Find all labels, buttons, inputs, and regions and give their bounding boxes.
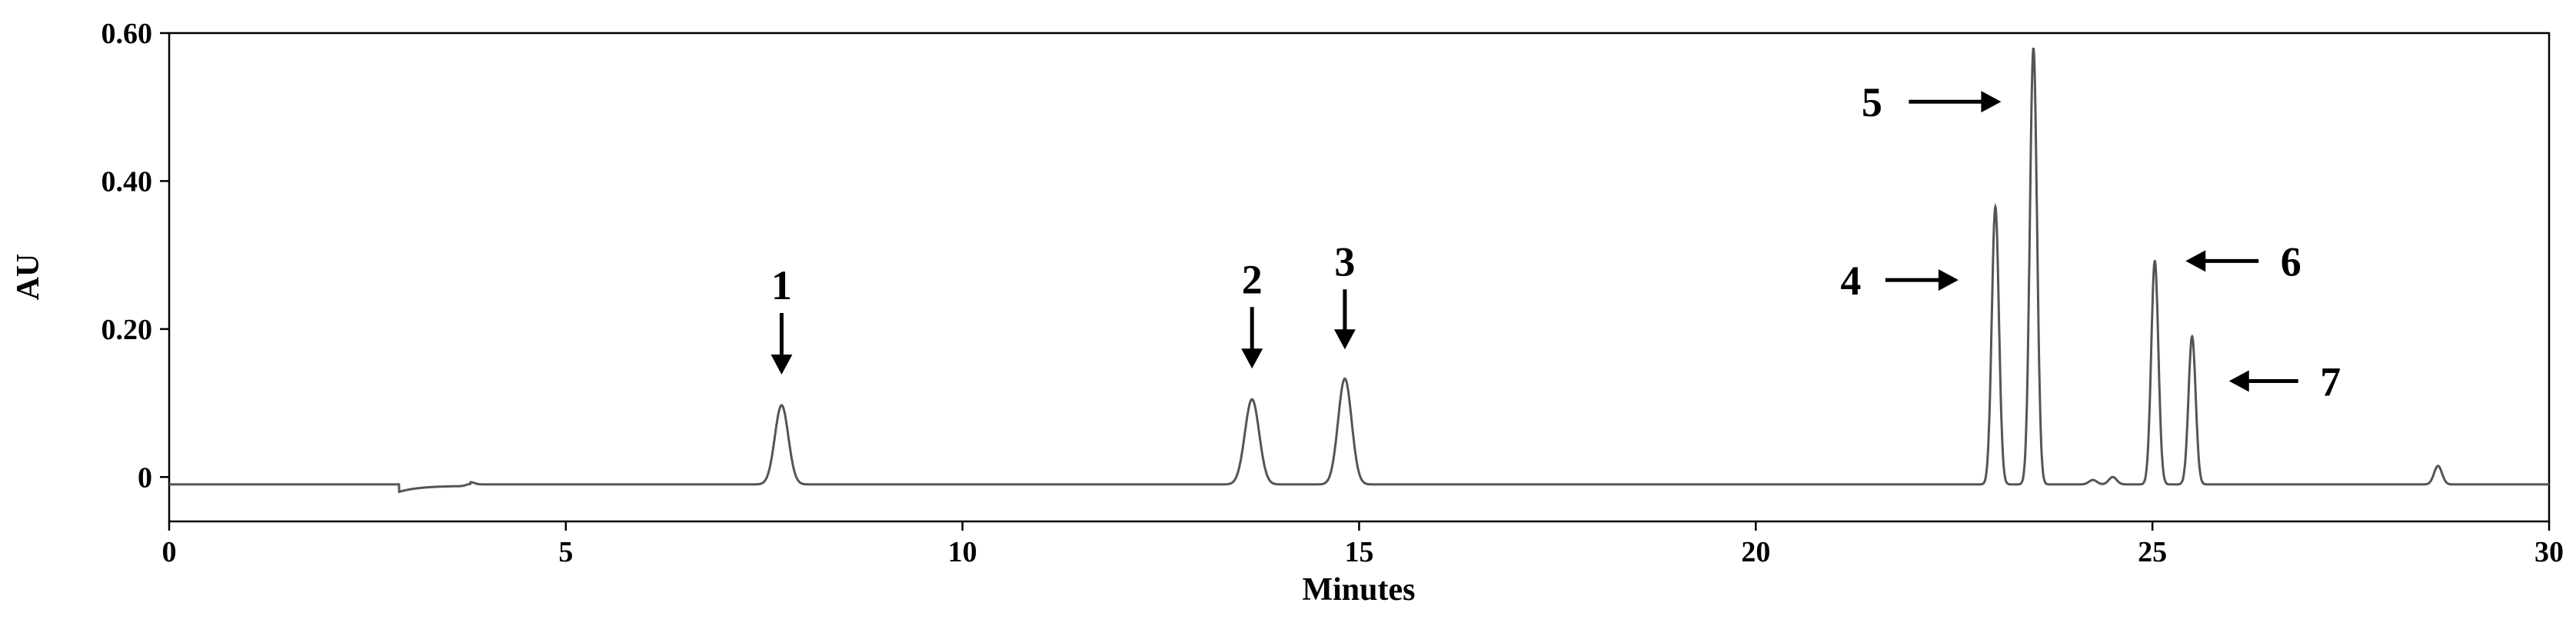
peak-number-label: 7	[2320, 358, 2341, 405]
x-tick-label: 0	[162, 536, 177, 568]
peak-6-annotation: 6	[2185, 238, 2301, 285]
x-tick-label: 25	[2138, 536, 2167, 568]
x-tick-label: 10	[948, 536, 977, 568]
y-tick-label: 0.60	[102, 18, 153, 50]
peak-number-label: 3	[1334, 238, 1355, 285]
arrow-head	[1938, 269, 1959, 291]
arrow-head	[1333, 329, 1356, 350]
arrow-head	[1981, 91, 2002, 113]
y-axis-title: AU	[11, 254, 46, 301]
peak-number-label: 2	[1242, 256, 1263, 302]
peak-7-annotation: 7	[2228, 358, 2341, 405]
y-tick-label: 0.40	[102, 165, 153, 198]
peak-4-annotation: 4	[1840, 258, 1959, 304]
y-tick-label: 0	[138, 461, 152, 494]
arrow-head	[2185, 250, 2206, 272]
peak-3-annotation: 3	[1333, 238, 1356, 350]
x-tick-label: 5	[558, 536, 573, 568]
x-tick-label: 15	[1345, 536, 1374, 568]
peak-2-annotation: 2	[1241, 256, 1263, 369]
peak-number-label: 6	[2281, 238, 2301, 285]
arrow-head	[2228, 370, 2249, 392]
peak-1-annotation: 1	[770, 262, 793, 375]
peak-annotations: 1 2 3 4 5 6 7	[770, 79, 2341, 405]
peak-number-label: 4	[1840, 258, 1861, 304]
peak-number-label: 1	[771, 262, 792, 308]
plot-area-frame	[168, 32, 2551, 523]
arrow-head	[770, 354, 793, 375]
y-tick-label: 0.20	[102, 314, 153, 346]
x-tick-label: 30	[2534, 536, 2564, 568]
peak-5-annotation: 5	[1862, 79, 2002, 125]
arrow-head	[1241, 348, 1263, 369]
chromatogram-trace	[169, 47, 2549, 494]
peak-number-label: 5	[1862, 79, 1882, 125]
x-tick-label: 20	[1741, 536, 1770, 568]
x-axis-title: Minutes	[1303, 572, 1416, 608]
